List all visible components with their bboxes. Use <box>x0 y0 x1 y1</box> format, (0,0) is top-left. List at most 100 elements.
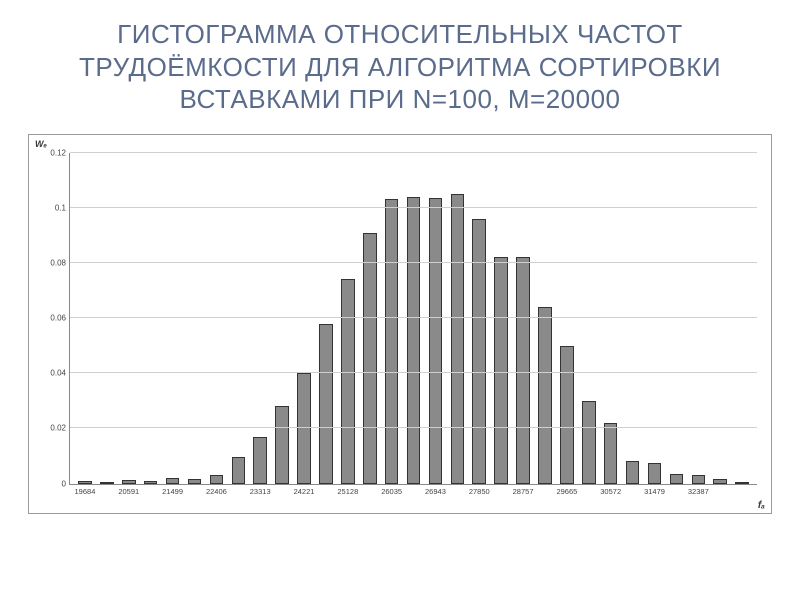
x-tick-label <box>665 484 687 496</box>
bar-slot <box>403 153 425 484</box>
bar-slot <box>600 153 622 484</box>
bar <box>494 257 508 483</box>
bar <box>451 194 465 484</box>
bar-slot <box>425 153 447 484</box>
y-tick-label: 0 <box>62 479 70 488</box>
grid-line <box>70 152 757 153</box>
grid-line <box>70 262 757 263</box>
bar <box>232 457 246 483</box>
grid-line <box>70 372 757 373</box>
y-tick-label: 0.1 <box>55 203 70 212</box>
bar <box>407 197 421 484</box>
bar <box>253 437 267 484</box>
y-tick-label: 0.08 <box>50 258 70 267</box>
x-tick-label: 26943 <box>425 484 447 496</box>
x-tick-label <box>622 484 644 496</box>
bar-slot <box>534 153 556 484</box>
grid-line <box>70 317 757 318</box>
x-tick-label <box>446 484 468 496</box>
x-ticks-group: 19684 20591 21499 22406 23313 24221 25128 26035… <box>70 484 757 496</box>
x-tick-label: 30572 <box>600 484 622 496</box>
bar <box>319 324 333 484</box>
bar-slot <box>118 153 140 484</box>
x-tick-label <box>403 484 425 496</box>
bar <box>626 461 640 483</box>
bar-slot <box>74 153 96 484</box>
x-tick-label <box>490 484 512 496</box>
bar <box>429 198 443 483</box>
y-tick-label: 0.12 <box>50 148 70 157</box>
bar <box>670 474 684 484</box>
x-tick-label: 22406 <box>205 484 227 496</box>
bar <box>648 463 662 484</box>
x-tick-label: 32387 <box>687 484 709 496</box>
bar-slot <box>512 153 534 484</box>
bar <box>604 423 618 484</box>
x-axis-label: fₐ <box>758 500 765 511</box>
bar-slot <box>490 153 512 484</box>
x-tick-label: 26035 <box>381 484 403 496</box>
x-tick-label: 29665 <box>556 484 578 496</box>
x-tick-label <box>227 484 249 496</box>
bars-group <box>70 153 757 484</box>
bar <box>210 475 224 483</box>
bar <box>538 307 552 484</box>
bar-slot <box>709 153 731 484</box>
x-tick-label: 27850 <box>468 484 490 496</box>
y-tick-label: 0.06 <box>50 314 70 323</box>
bar-slot <box>227 153 249 484</box>
x-tick-label <box>96 484 118 496</box>
bar <box>275 406 289 483</box>
bar <box>472 219 486 484</box>
grid-line <box>70 207 757 208</box>
bar-slot <box>140 153 162 484</box>
bar <box>341 279 355 483</box>
bar-slot <box>359 153 381 484</box>
x-tick-label: 28757 <box>512 484 534 496</box>
bar-slot <box>184 153 206 484</box>
bar-slot <box>96 153 118 484</box>
grid-line <box>70 427 757 428</box>
x-tick-label <box>709 484 731 496</box>
x-tick-label <box>184 484 206 496</box>
plot-area: 1968420591214992240623313242212512826035… <box>69 153 757 485</box>
y-axis-label: Wₑ <box>35 139 47 149</box>
bar-slot <box>162 153 184 484</box>
x-tick-label <box>578 484 600 496</box>
bar <box>692 475 706 483</box>
x-tick-label: 23313 <box>249 484 271 496</box>
bar-slot <box>249 153 271 484</box>
x-tick-label: 31479 <box>644 484 666 496</box>
bar <box>582 401 596 484</box>
plot-grid: 1968420591214992240623313242212512826035… <box>69 153 757 485</box>
x-tick-label: 25128 <box>337 484 359 496</box>
bar-slot <box>622 153 644 484</box>
bar-slot <box>468 153 490 484</box>
bar-slot <box>271 153 293 484</box>
bar-slot <box>644 153 666 484</box>
x-tick-label: 20591 <box>118 484 140 496</box>
bar-slot <box>315 153 337 484</box>
chart-container: Wₑ fₐ 19684 20591 21499 22406 23313 24221 2512… <box>28 134 772 514</box>
bar-slot <box>665 153 687 484</box>
bar <box>560 346 574 484</box>
bar-slot <box>578 153 600 484</box>
bar <box>385 199 399 483</box>
x-tick-label <box>315 484 337 496</box>
x-tick-label <box>271 484 293 496</box>
x-tick-label: 21499 <box>162 484 184 496</box>
x-tick-label: 24221 <box>293 484 315 496</box>
y-tick-label: 0.02 <box>50 424 70 433</box>
chart-title: ГИСТОГРАММА ОТНОСИТЕЛЬНЫХ ЧАСТОТ ТРУДОЁМ… <box>0 0 800 126</box>
y-tick-label: 0.04 <box>50 369 70 378</box>
x-tick-label <box>140 484 162 496</box>
bar-slot <box>556 153 578 484</box>
x-tick-label: 19684 <box>74 484 96 496</box>
bar-slot <box>687 153 709 484</box>
bar <box>516 257 530 483</box>
x-tick-label <box>534 484 556 496</box>
bar-slot <box>293 153 315 484</box>
bar-slot <box>205 153 227 484</box>
bar <box>363 233 377 484</box>
bar-slot <box>731 153 753 484</box>
